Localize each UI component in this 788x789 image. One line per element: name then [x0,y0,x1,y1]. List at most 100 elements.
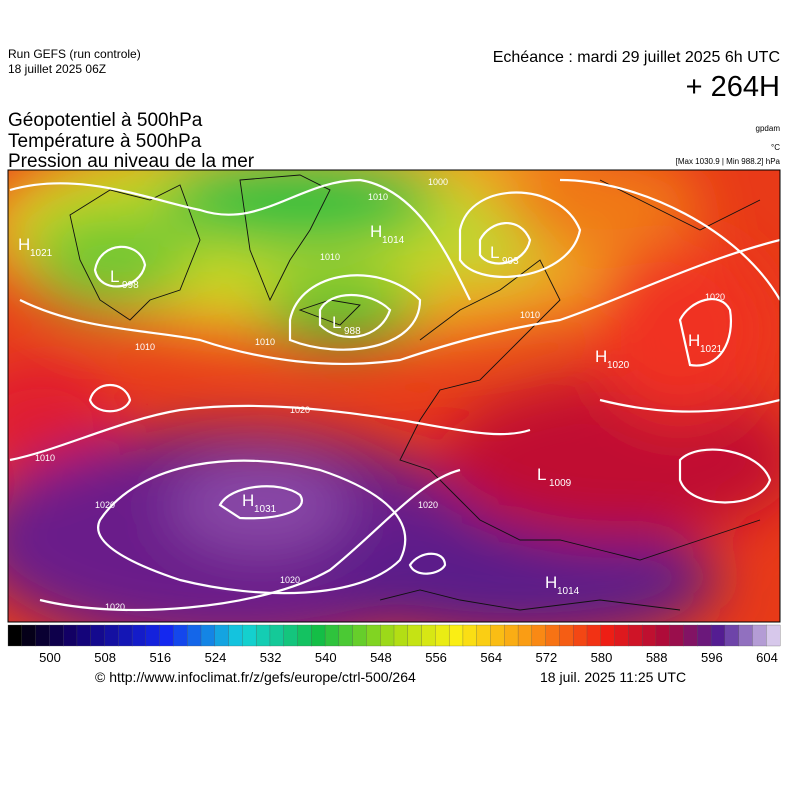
pressure-center-kind: H [18,235,30,254]
pressure-center-value: 988 [344,326,361,337]
issue-time: 18 juil. 2025 11:25 UTC [540,669,686,685]
color-swatch [669,624,684,647]
colorbar-tick-label: 532 [260,650,282,665]
color-swatch [187,624,202,647]
color-swatch [21,624,37,647]
color-swatch [145,624,161,647]
run-label: Run GEFS (run controle) [8,47,141,61]
color-swatch [738,624,753,647]
color-swatch [573,624,588,647]
isobar-label: 1010 [255,337,275,347]
color-swatch [710,624,726,647]
color-swatch [173,624,188,647]
pressure-center-value: 1014 [557,586,580,597]
pressure-center-value: 993 [502,256,519,267]
color-swatch [366,624,381,647]
pressure-center-kind: L [332,313,341,332]
forecast-time: Echéance : mardi 29 juillet 2025 6h UTC [493,49,780,66]
color-swatch [76,624,92,647]
colorbar-tick-label: 572 [536,650,558,665]
title-line: Géopotentiel à 500hPa [8,110,203,131]
color-swatch [214,624,230,647]
color-swatch [559,624,574,647]
source-url: © http://www.infoclimat.fr/z/gefs/europe… [95,669,416,685]
colorbar-tick-label: 604 [756,650,778,665]
color-swatch [131,624,147,647]
isobar-label: 1020 [280,575,300,585]
colorbar-tick-label: 564 [480,650,502,665]
pressure-center-value: 1020 [607,360,630,371]
colorbar-tick-label: 580 [591,650,613,665]
color-swatch [200,624,216,647]
colorbar-tick-label: 588 [646,650,668,665]
pressure-center-value: 1009 [549,478,572,489]
title-line: Température à 500hPa [8,131,202,152]
isobar-label: 1020 [705,292,725,302]
color-swatch [311,624,326,647]
color-swatch [297,624,312,647]
unit: gpdam [756,124,781,133]
color-swatch [338,624,354,647]
color-swatch [35,624,50,647]
pressure-center-kind: H [595,347,607,366]
color-swatch [49,624,64,647]
color-swatch [380,624,395,647]
pressure-center-kind: H [545,573,557,592]
color-swatch [614,624,629,647]
color-swatch [697,624,712,647]
lead-time: + 264H [686,71,780,103]
pressure-center-kind: H [370,222,382,241]
color-swatch [490,624,505,647]
colorbar-tick-label: 508 [94,650,116,665]
run-date: 18 juillet 2025 06Z [8,62,106,76]
color-swatch [324,624,340,647]
map [8,170,780,622]
color-swatch [641,624,657,647]
colorbar-tick-label: 540 [315,650,337,665]
color-swatch [600,624,616,647]
color-swatch [517,624,533,647]
color-swatch [752,624,767,647]
colorbar-tick-label: 516 [149,650,171,665]
colorbar-tick-label: 524 [205,650,227,665]
color-swatch [255,624,271,647]
colorbar-tick-label: 548 [370,650,392,665]
color-swatch [504,624,519,647]
map-frame [7,169,781,623]
isobar-label: 1010 [368,192,388,202]
colorbar-tick-label: 556 [425,650,447,665]
color-swatch [228,624,243,647]
pressure-center-kind: H [242,491,254,510]
pressure-center-kind: L [110,267,119,286]
color-swatch [159,624,174,647]
color-swatch [269,624,285,647]
color-swatch [628,624,643,647]
color-swatch [545,624,560,647]
unit: °C [771,143,780,152]
isobar-label: 1000 [428,177,448,187]
color-swatch [90,624,105,647]
color-swatch [586,624,602,647]
color-swatch [7,624,23,647]
pressure-center-value: 1021 [700,344,723,355]
unit: [Max 1030.9 | Min 988.2] hPa [676,157,781,166]
color-swatch [655,624,671,647]
color-swatch [393,624,409,647]
pressure-center-value: 1014 [382,235,405,246]
pressure-center-kind: L [490,243,499,262]
isobar-label: 1010 [520,310,540,320]
isobar-label: 1020 [95,500,115,510]
color-swatch [407,624,423,647]
color-swatch [242,624,257,647]
color-swatch [462,624,478,647]
isobar-label: 1020 [418,500,438,510]
isobar-label: 1020 [105,602,125,612]
color-swatch [766,624,781,647]
color-swatch [448,624,464,647]
color-swatch [476,624,491,647]
color-swatch [62,624,78,647]
color-swatch [435,624,450,647]
color-swatch [104,624,119,647]
colorbar-tick-label: 596 [701,650,723,665]
isobar-label: 1010 [320,252,340,262]
